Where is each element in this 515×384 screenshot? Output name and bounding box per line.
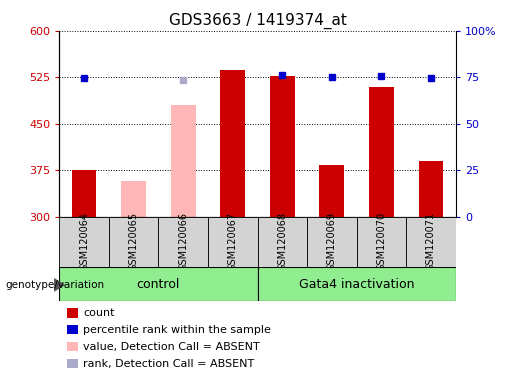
Bar bbox=[159, 217, 208, 267]
Bar bbox=[208, 217, 258, 267]
Bar bbox=[307, 217, 356, 267]
Text: Gata4 inactivation: Gata4 inactivation bbox=[299, 278, 415, 291]
Text: GSM120070: GSM120070 bbox=[376, 212, 386, 271]
Text: count: count bbox=[83, 308, 115, 318]
Bar bbox=[419, 161, 443, 217]
Text: value, Detection Call = ABSENT: value, Detection Call = ABSENT bbox=[83, 342, 260, 352]
Bar bbox=[356, 217, 406, 267]
Bar bbox=[258, 217, 307, 267]
Bar bbox=[220, 70, 245, 217]
Text: GSM120064: GSM120064 bbox=[79, 212, 89, 271]
Bar bbox=[319, 166, 344, 217]
Bar bbox=[171, 105, 196, 217]
Bar bbox=[406, 217, 456, 267]
Title: GDS3663 / 1419374_at: GDS3663 / 1419374_at bbox=[168, 13, 347, 29]
Text: GSM120068: GSM120068 bbox=[277, 212, 287, 271]
Text: GSM120065: GSM120065 bbox=[129, 212, 139, 271]
Text: GSM120067: GSM120067 bbox=[228, 212, 238, 271]
Text: GSM120066: GSM120066 bbox=[178, 212, 188, 271]
Text: control: control bbox=[136, 278, 180, 291]
Bar bbox=[72, 170, 96, 217]
Bar bbox=[59, 267, 258, 301]
Bar bbox=[270, 76, 295, 217]
Bar bbox=[109, 217, 159, 267]
Bar bbox=[258, 267, 456, 301]
Bar bbox=[59, 217, 109, 267]
Text: percentile rank within the sample: percentile rank within the sample bbox=[83, 325, 271, 335]
Text: GSM120071: GSM120071 bbox=[426, 212, 436, 271]
Bar bbox=[369, 87, 394, 217]
Text: rank, Detection Call = ABSENT: rank, Detection Call = ABSENT bbox=[83, 359, 255, 369]
Text: GSM120069: GSM120069 bbox=[327, 212, 337, 271]
Text: genotype/variation: genotype/variation bbox=[5, 280, 104, 290]
Bar bbox=[121, 181, 146, 217]
